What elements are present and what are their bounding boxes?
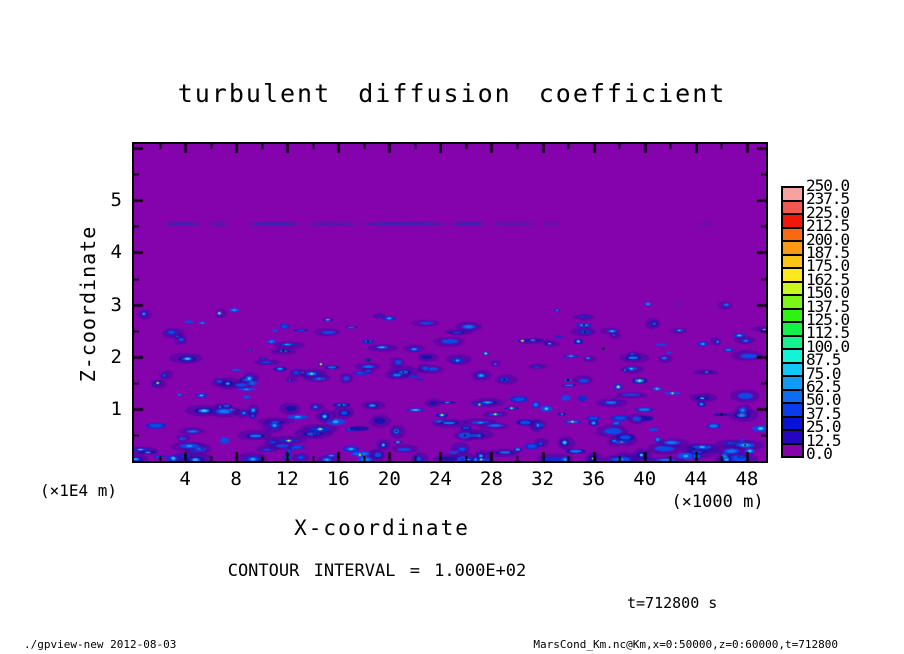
colorbar-cell	[783, 377, 802, 391]
colorbar-cell	[783, 350, 802, 364]
y-tick-label: 2	[110, 345, 122, 368]
colorbar-cell	[783, 201, 802, 215]
colorbar	[781, 186, 804, 458]
colorbar-cell	[783, 323, 802, 337]
colorbar-cell	[783, 215, 802, 229]
colorbar-tick-label: 25.0	[806, 417, 842, 437]
x-tick-label: 4	[179, 468, 191, 490]
colorbar-cell	[783, 417, 802, 431]
colorbar-cell	[783, 363, 802, 377]
x-tick-label: 36	[582, 468, 606, 490]
x-tick-label: 12	[275, 468, 299, 490]
contour-interval-note: CONTOUR INTERVAL = 1.000E+02	[227, 561, 527, 581]
colorbar-cell	[783, 404, 802, 418]
colorbar-cell	[783, 431, 802, 445]
colorbar-tick-label: 112.5	[806, 323, 850, 343]
contour-plot-canvas	[134, 144, 766, 461]
chart-title: turbulent diffusion coefficient	[177, 79, 727, 108]
colorbar-tick-label: 212.5	[806, 216, 850, 236]
x-axis-title: X-coordinate	[294, 516, 470, 540]
x-tick-label: 28	[480, 468, 503, 490]
colorbar-cell	[783, 255, 802, 269]
colorbar-cell	[783, 336, 802, 350]
colorbar-tick-label: 150.0	[806, 283, 850, 303]
colorbar-cell	[783, 228, 802, 242]
x-tick-label: 44	[684, 468, 708, 490]
footer-data-source-stamp: MarsCond_Km.nc@Km,x=0:50000,z=0:60000,t=…	[533, 638, 838, 651]
x-tick-label: 40	[633, 468, 657, 490]
x-tick-label: 16	[326, 468, 350, 490]
colorbar-tick-label: 37.5	[806, 403, 842, 423]
y-tick-label: 5	[110, 189, 122, 212]
y-axis-title: Z-coordinate	[76, 225, 100, 383]
colorbar-cell	[783, 309, 802, 323]
colorbar-tick-label: 87.5	[806, 350, 842, 370]
colorbar-cell	[783, 188, 802, 202]
plot-frame	[132, 142, 768, 463]
colorbar-cell	[783, 444, 802, 456]
colorbar-tick-label: 187.5	[806, 243, 850, 262]
time-annotation: t=712800 s	[627, 594, 718, 612]
colorbar-tick-label: 125.0	[806, 310, 850, 329]
colorbar-tick-label: 62.5	[806, 377, 842, 396]
colorbar-cell	[783, 242, 802, 256]
colorbar-tick-label: 175.0	[806, 256, 850, 276]
x-tick-label: 20	[377, 468, 401, 490]
colorbar-tick-label: 50.0	[806, 390, 842, 410]
y-tick-label: 4	[110, 241, 122, 264]
y-tick-label: 1	[110, 397, 122, 420]
colorbar-tick-label: 12.5	[806, 430, 842, 450]
colorbar-tick-label: 225.0	[806, 202, 850, 222]
colorbar-tick-label: 75.0	[806, 363, 842, 383]
y-tick-label: 3	[110, 293, 122, 316]
colorbar-tick-label: 0.0	[806, 444, 833, 463]
colorbar-tick-label: 200.0	[806, 229, 850, 249]
colorbar-cell	[783, 390, 802, 404]
colorbar-tick-label: 237.5	[806, 189, 850, 209]
colorbar-cell	[783, 282, 802, 296]
x-axis-unit: (×1000 m)	[671, 492, 764, 512]
colorbar-tick-label: 100.0	[806, 336, 850, 356]
colorbar-tick-label: 250.0	[806, 176, 850, 195]
x-tick-label: 32	[531, 468, 555, 490]
colorbar-cell	[783, 269, 802, 283]
colorbar-cell	[783, 296, 802, 310]
footer-program-stamp: ./gpview-new 2012-08-03	[24, 638, 177, 651]
x-tick-label: 48	[735, 468, 759, 490]
colorbar-tick-label: 137.5	[806, 296, 850, 316]
colorbar-tick-label: 162.5	[806, 269, 850, 289]
y-axis-unit: (×1E4 m)	[40, 481, 118, 500]
x-tick-label: 8	[230, 468, 242, 490]
x-tick-label: 24	[428, 468, 452, 490]
